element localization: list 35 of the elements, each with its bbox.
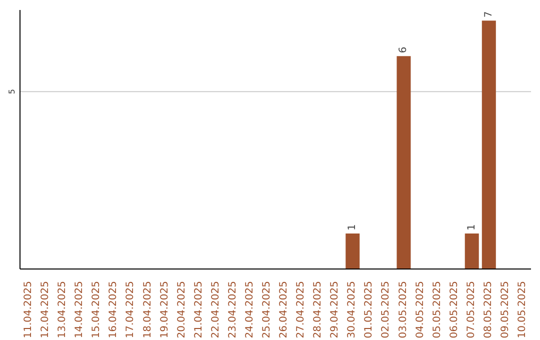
data-label: 7 — [483, 11, 494, 18]
x-tick-label: 29.04.2025 — [330, 281, 341, 338]
x-tick-label: 24.04.2025 — [244, 281, 256, 338]
data-label: 1 — [466, 224, 478, 231]
x-tick-label: 16.04.2025 — [108, 281, 120, 338]
x-tick-label: 25.04.2025 — [261, 281, 272, 338]
x-tick-label: 27.04.2025 — [296, 281, 307, 338]
x-tick-label: 20.04.2025 — [176, 281, 188, 338]
x-tick-label: 05.05.2025 — [432, 281, 443, 338]
x-tick-label: 03.05.2025 — [398, 281, 409, 338]
x-tick-label: 22.04.2025 — [210, 281, 222, 338]
x-tick-label: 04.05.2025 — [414, 281, 426, 338]
x-tick-label: 06.05.2025 — [448, 281, 460, 338]
x-tick-label: 17.04.2025 — [125, 281, 136, 338]
x-tick-label: 28.04.2025 — [312, 281, 324, 338]
x-tick-label: 10.05.2025 — [516, 281, 528, 338]
x-tick-label: 30.04.2025 — [346, 281, 358, 338]
x-tick-label: 21.04.2025 — [193, 281, 204, 338]
x-tick-label: 18.04.2025 — [142, 281, 154, 338]
y-tick-label: 5 — [8, 89, 16, 94]
x-tick-label: 23.04.2025 — [227, 281, 238, 338]
data-label: 1 — [347, 224, 358, 231]
x-tick-label: 08.05.2025 — [482, 281, 494, 338]
data-label: 6 — [398, 46, 410, 54]
x-tick-label: 02.05.2025 — [380, 281, 392, 338]
x-tick-label: 11.04.2025 — [23, 281, 34, 338]
x-tick-label: 15.04.2025 — [91, 281, 102, 338]
x-tick-label: 01.05.2025 — [364, 281, 375, 338]
x-tick-label: 12.04.2025 — [40, 281, 52, 338]
x-tick-label: 19.04.2025 — [159, 281, 170, 338]
x-tick-label: 09.05.2025 — [500, 281, 511, 338]
x-tick-label: 14.04.2025 — [74, 281, 86, 338]
x-tick-label: 07.05.2025 — [466, 281, 477, 338]
x-tick-label: 26.04.2025 — [278, 281, 290, 338]
x-tick-label: 13.04.2025 — [57, 281, 68, 338]
